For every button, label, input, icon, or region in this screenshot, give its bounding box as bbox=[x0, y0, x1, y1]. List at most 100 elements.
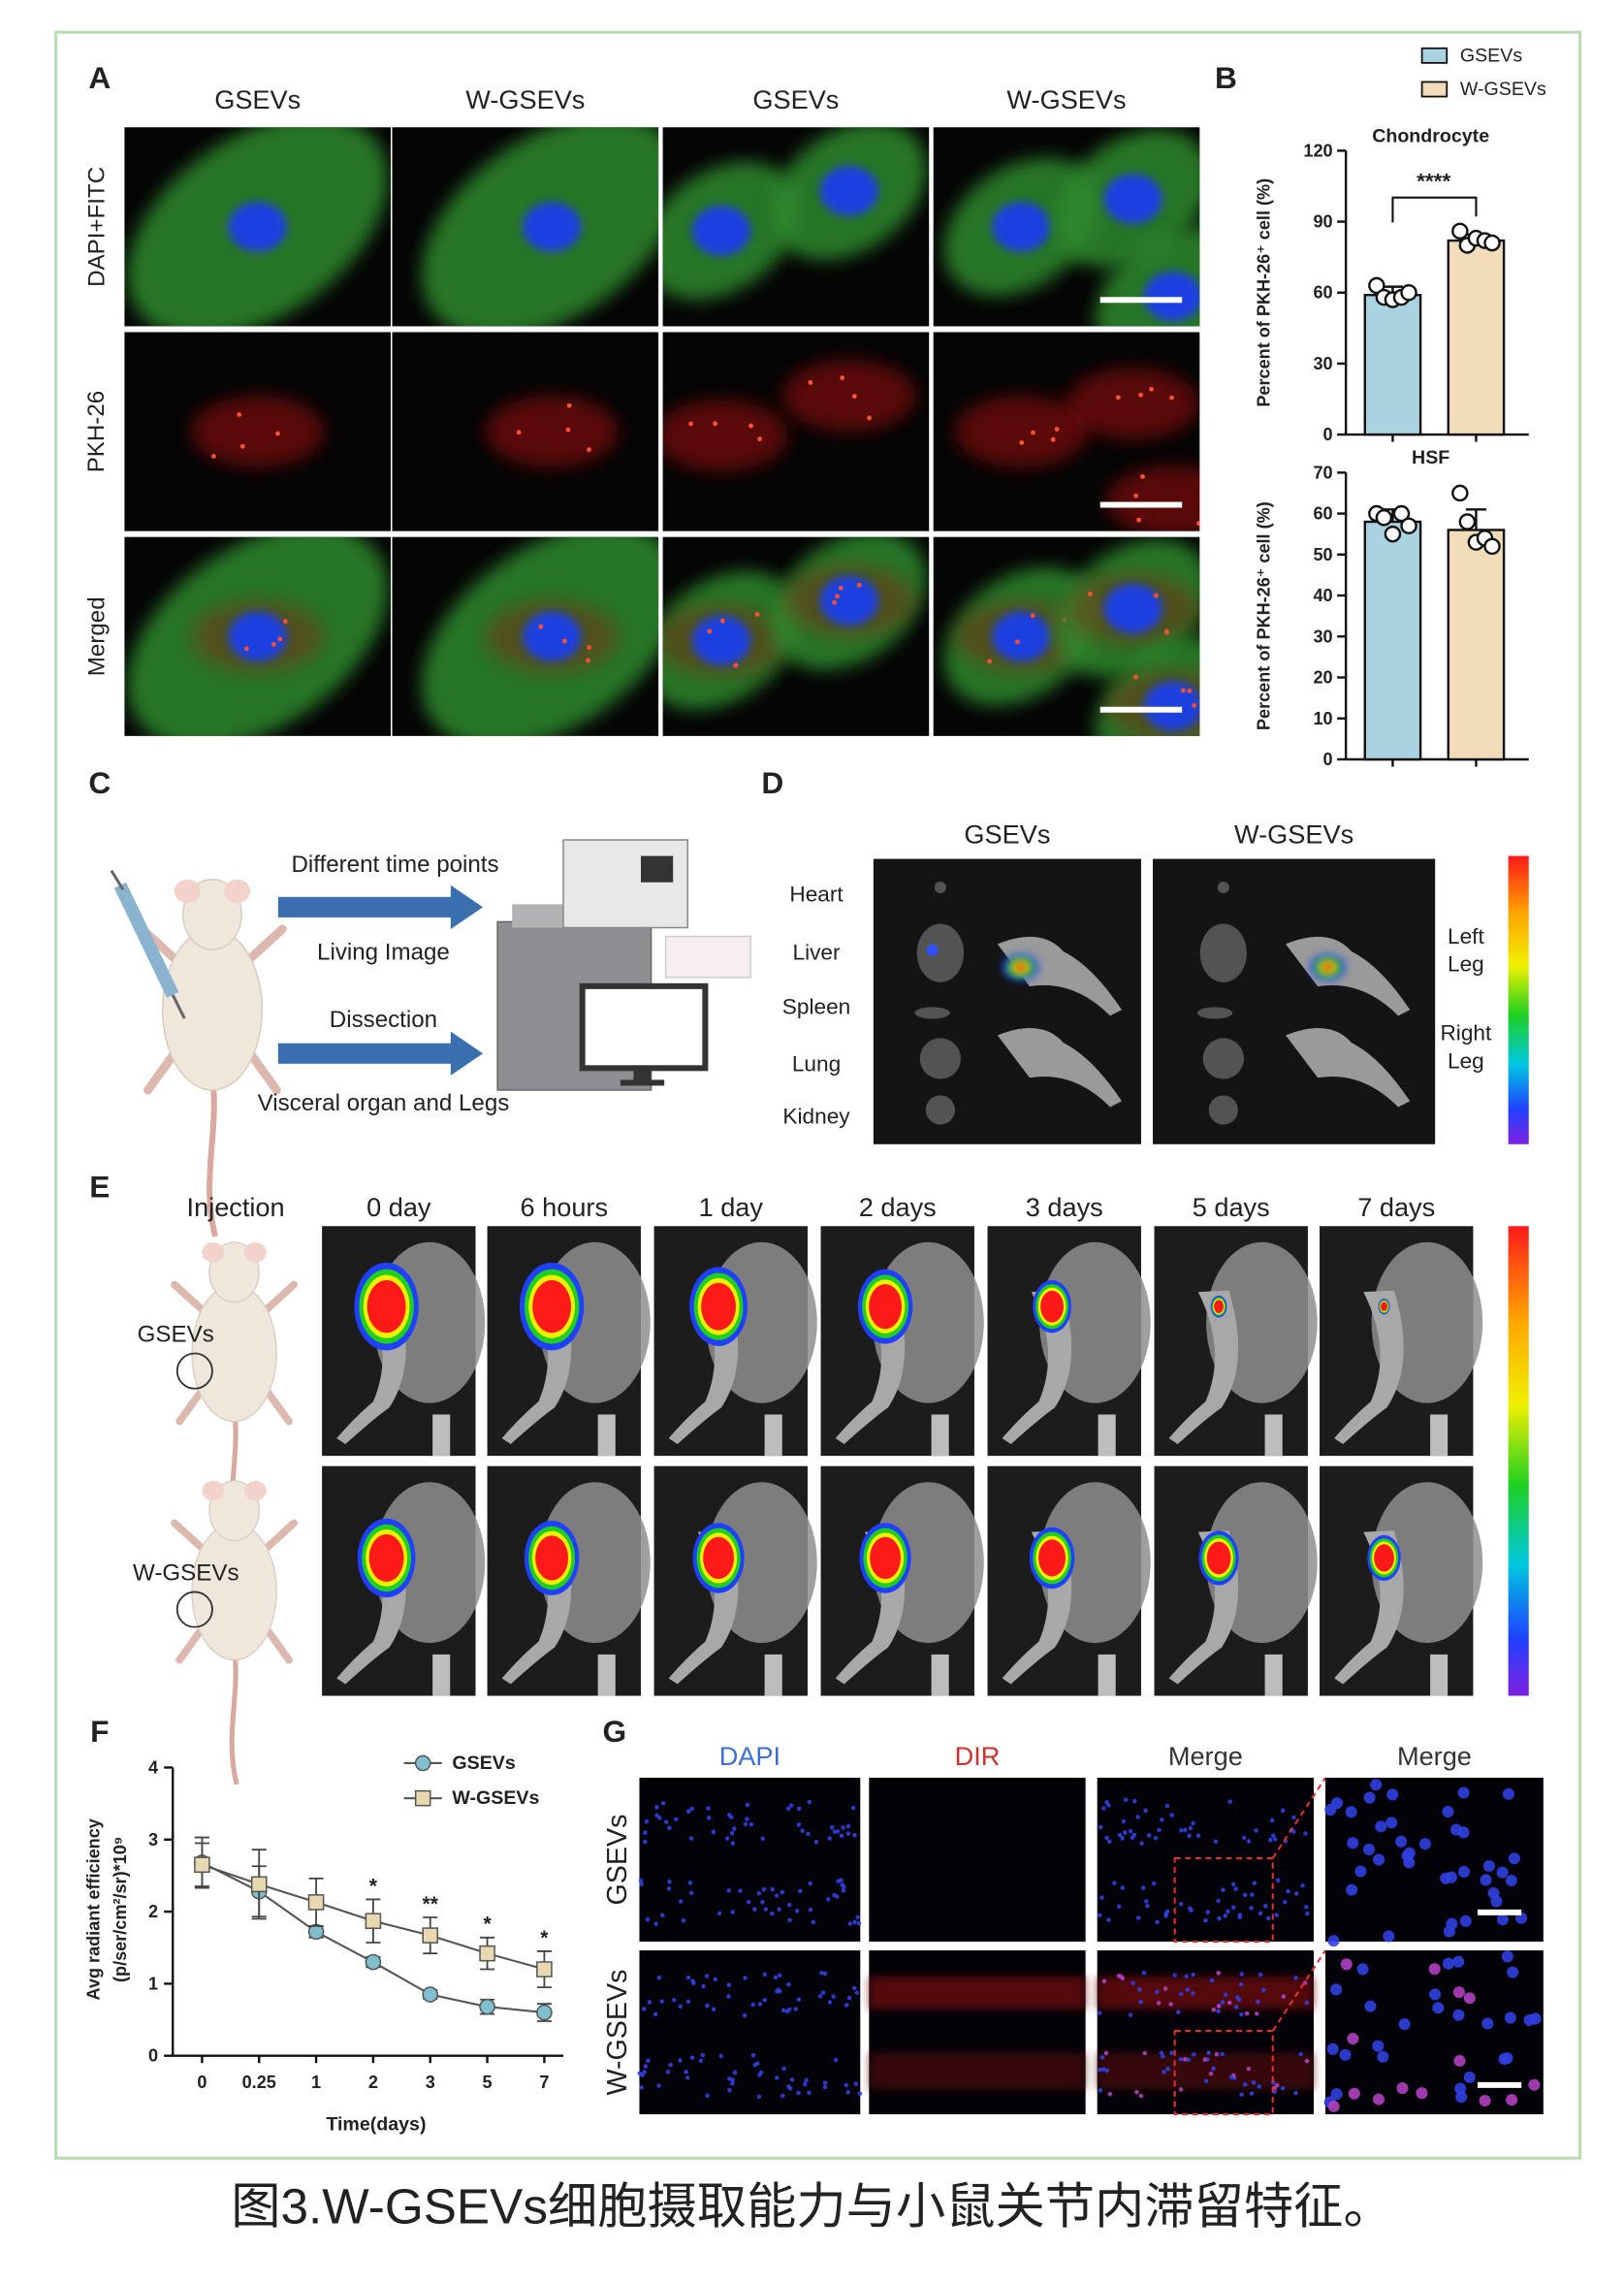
nucleus bbox=[705, 2003, 710, 2009]
vesicle bbox=[538, 624, 544, 629]
ivis-image bbox=[820, 1465, 984, 1696]
vesicle bbox=[586, 658, 590, 663]
step-label: Visceral organ and Legs bbox=[258, 1090, 510, 1116]
vesicle bbox=[1030, 613, 1035, 619]
y-axis-label: (p/ser/cm²/sr)*10⁹ bbox=[111, 1837, 130, 1982]
nucleus bbox=[822, 1971, 828, 1977]
nucleus bbox=[1216, 1898, 1221, 1904]
nucleus bbox=[1116, 1904, 1122, 1909]
data-point bbox=[536, 2004, 553, 2021]
nucleus bbox=[1216, 2009, 1221, 2014]
column-header: Merge bbox=[1168, 1741, 1243, 1771]
nucleus bbox=[1260, 1987, 1266, 1993]
nucleus bbox=[1442, 1806, 1454, 1818]
tail bbox=[1264, 1414, 1283, 1457]
y-tick-label: 2 bbox=[148, 1902, 158, 1921]
nucleus bbox=[706, 1806, 711, 1811]
y-tick-label: 40 bbox=[1313, 586, 1332, 605]
nucleus bbox=[856, 1920, 862, 1926]
heat-signal bbox=[1206, 1541, 1231, 1575]
nucleus bbox=[685, 1975, 691, 1980]
nucleus bbox=[794, 1909, 800, 1913]
organ bbox=[919, 1038, 962, 1079]
nucleus bbox=[1191, 1991, 1195, 1996]
ivis-image bbox=[820, 1226, 984, 1457]
nucleus bbox=[1099, 2054, 1105, 2060]
nucleus bbox=[656, 2083, 661, 2088]
nucleus bbox=[646, 2058, 651, 2064]
ivis-image bbox=[1320, 1465, 1483, 1696]
nucleus bbox=[842, 1884, 846, 1889]
micrograph bbox=[392, 127, 659, 327]
nucleus bbox=[1280, 2085, 1286, 2091]
nucleus bbox=[1276, 1878, 1281, 1882]
nucleus bbox=[1502, 1787, 1514, 1800]
data-point bbox=[194, 1856, 210, 1874]
leg bbox=[1168, 1290, 1239, 1445]
nucleus bbox=[1107, 1839, 1112, 1845]
nucleus bbox=[1203, 1917, 1208, 1923]
nucleus bbox=[1227, 2000, 1232, 2006]
nucleus bbox=[1291, 1815, 1296, 1820]
micrograph bbox=[662, 332, 930, 531]
nucleus bbox=[1242, 2082, 1248, 2087]
nucleus bbox=[641, 2007, 647, 2011]
micrograph bbox=[933, 332, 1200, 531]
vesicle bbox=[856, 582, 862, 588]
organ-label: Liver bbox=[793, 941, 842, 965]
nucleus bbox=[1135, 1915, 1141, 1920]
panel-label: D bbox=[761, 765, 783, 800]
mouse-ear bbox=[243, 1480, 267, 1501]
y-axis-label: Percent of PKH-26⁺ cell (%) bbox=[1255, 501, 1274, 730]
nucleus bbox=[731, 1826, 737, 1831]
nucleus bbox=[786, 1981, 791, 1987]
nucleus bbox=[1195, 1833, 1201, 1838]
nucleus bbox=[1275, 2082, 1280, 2088]
nucleus bbox=[1130, 1980, 1135, 1985]
y-tick-label: 60 bbox=[1313, 504, 1332, 524]
tail bbox=[931, 1654, 949, 1696]
ivis-image bbox=[653, 1226, 817, 1457]
vesicle bbox=[243, 646, 249, 652]
ivis-image bbox=[1153, 858, 1436, 1144]
chart-title: HSF bbox=[1412, 447, 1449, 468]
nucleus bbox=[727, 2087, 732, 2093]
y-tick-label: 10 bbox=[1313, 709, 1332, 728]
cells bbox=[127, 127, 389, 327]
heat-signal bbox=[366, 1280, 406, 1334]
legend-label: GSEVs bbox=[1460, 45, 1522, 66]
nucleus bbox=[1504, 2011, 1516, 2024]
mouse-limbs bbox=[171, 1280, 298, 1426]
nucleus bbox=[1128, 2012, 1133, 2017]
y-tick-label: 70 bbox=[1313, 463, 1332, 482]
nucleus bbox=[666, 1886, 672, 1891]
nucleus bbox=[1223, 1992, 1228, 1998]
nucleus bbox=[1131, 1798, 1137, 1804]
nucleus bbox=[1300, 1883, 1305, 1888]
data-point bbox=[1392, 504, 1411, 523]
nucleus bbox=[1182, 2057, 1188, 2062]
row-label: W-GSEVs bbox=[602, 1970, 633, 2096]
vesicle bbox=[587, 645, 591, 651]
nucleus bbox=[730, 1841, 736, 1846]
mouse-body bbox=[191, 1283, 277, 1423]
tissue-image bbox=[1097, 1949, 1326, 2116]
tail bbox=[597, 1654, 616, 1696]
nucleus bbox=[1220, 2051, 1225, 2057]
nucleus bbox=[656, 1975, 662, 1980]
nucleus bbox=[784, 2009, 790, 2014]
vesicle bbox=[840, 375, 845, 381]
y-tick-label: 90 bbox=[1313, 212, 1332, 232]
nucleus bbox=[643, 2064, 649, 2069]
zoom-box bbox=[1173, 2029, 1274, 2116]
nucleus bbox=[1254, 1828, 1258, 1833]
tissue-bg bbox=[639, 1778, 861, 1943]
nucleus bbox=[684, 2070, 688, 2074]
nucleus bbox=[1496, 1913, 1509, 1926]
nucleus bbox=[1330, 2088, 1343, 2101]
nucleus bbox=[667, 1825, 672, 1831]
nucleus bbox=[803, 2081, 808, 2087]
significance-bracket bbox=[1391, 196, 1478, 223]
cells bbox=[127, 536, 389, 736]
ivis-image bbox=[873, 858, 1141, 1144]
